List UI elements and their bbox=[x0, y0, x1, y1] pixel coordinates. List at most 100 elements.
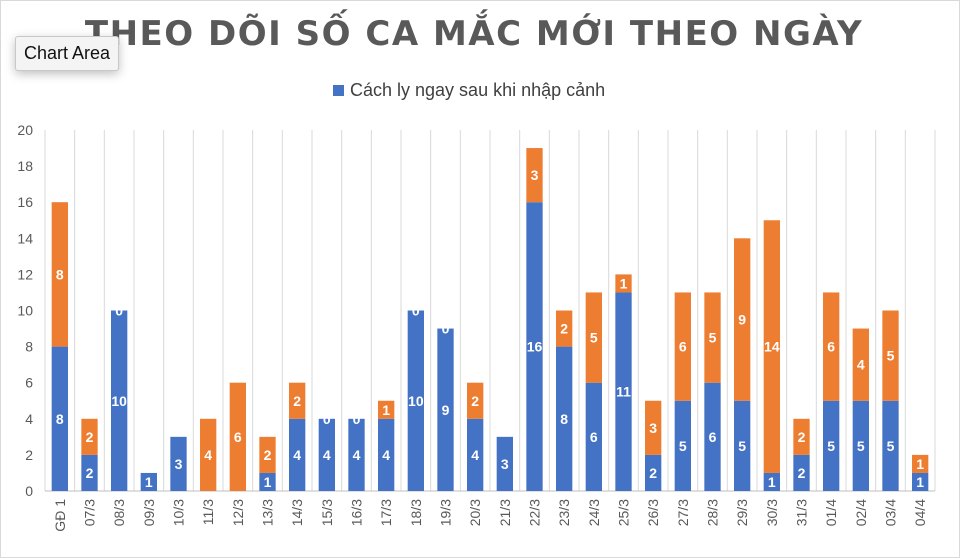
y-tick-label: 2 bbox=[25, 447, 33, 463]
data-label-series-2: 2 bbox=[471, 393, 479, 409]
bar-series-1 bbox=[823, 400, 840, 491]
bar-series-1 bbox=[763, 472, 780, 491]
x-tick-label: 30/3 bbox=[764, 499, 780, 526]
bar-series-1 bbox=[378, 418, 395, 491]
bar-series-2 bbox=[81, 418, 98, 455]
data-label-series-1: 1 bbox=[264, 474, 272, 490]
y-tick-label: 4 bbox=[25, 411, 33, 427]
bar-series-2 bbox=[823, 292, 840, 401]
bar-series-2 bbox=[467, 382, 484, 419]
data-label-series-2: 2 bbox=[86, 429, 94, 445]
bar-series-1 bbox=[170, 436, 187, 491]
data-label-series-1: 4 bbox=[293, 447, 301, 463]
y-tick-label: 14 bbox=[17, 230, 33, 246]
data-label-series-1: 5 bbox=[679, 438, 687, 454]
bar-series-2 bbox=[526, 148, 543, 203]
bar-series-2 bbox=[200, 418, 217, 491]
bar-series-2 bbox=[674, 292, 691, 401]
x-tick-label: 12/3 bbox=[230, 499, 246, 526]
data-label-series-1: 1 bbox=[916, 474, 924, 490]
data-label-series-2: 2 bbox=[293, 393, 301, 409]
x-tick-label: 09/3 bbox=[141, 499, 157, 526]
bar-series-2 bbox=[852, 328, 869, 401]
data-label-series-2: 0 bbox=[323, 411, 331, 427]
data-label-series-2: 0 bbox=[442, 321, 450, 337]
chart-area-tooltip: Chart Area bbox=[15, 36, 120, 71]
x-tick-label: 02/4 bbox=[853, 499, 869, 526]
data-label-series-2: 5 bbox=[709, 330, 717, 346]
x-tick-label: 04/4 bbox=[912, 499, 928, 526]
x-tick-label: 21/3 bbox=[497, 499, 513, 526]
data-label-series-2: 0 bbox=[412, 303, 420, 319]
x-tick-label: 13/3 bbox=[260, 499, 276, 526]
x-tick-label: 07/3 bbox=[82, 499, 98, 526]
bar-series-1 bbox=[318, 418, 335, 491]
data-label-series-2: 14 bbox=[764, 339, 780, 355]
bar-series-1 bbox=[437, 328, 454, 491]
data-label-series-2: 1 bbox=[916, 456, 924, 472]
bar-series-1 bbox=[793, 454, 810, 491]
y-tick-label: 10 bbox=[17, 303, 33, 319]
x-tick-label: 18/3 bbox=[408, 499, 424, 526]
data-label-series-1: 5 bbox=[827, 438, 835, 454]
x-tick-label: 17/3 bbox=[378, 499, 394, 526]
data-label-series-2: 4 bbox=[857, 357, 865, 373]
data-label-series-2: 2 bbox=[798, 429, 806, 445]
bar-series-2 bbox=[615, 274, 632, 293]
bar-series-2 bbox=[763, 220, 780, 473]
bar-series-1 bbox=[526, 202, 543, 491]
legend-swatch-series-1 bbox=[333, 84, 344, 96]
data-label-series-2: 1 bbox=[620, 275, 628, 291]
x-tick-label: 28/3 bbox=[705, 499, 721, 526]
bar-series-1 bbox=[496, 436, 513, 491]
bar-series-1 bbox=[467, 418, 484, 491]
bar-series-2 bbox=[556, 310, 573, 347]
x-tick-label: 10/3 bbox=[171, 499, 187, 526]
x-tick-label: 14/3 bbox=[289, 499, 305, 526]
data-label-series-2: 5 bbox=[590, 330, 598, 346]
bar-series-1 bbox=[81, 454, 98, 491]
bar-series-2 bbox=[259, 436, 276, 473]
data-label-series-1: 5 bbox=[887, 438, 895, 454]
x-tick-label: 29/3 bbox=[734, 499, 750, 526]
bar-series-2 bbox=[912, 454, 929, 473]
bar-series-2 bbox=[585, 292, 602, 383]
data-label-series-2: 8 bbox=[56, 266, 64, 282]
bar-series-2 bbox=[289, 382, 306, 419]
data-label-series-2: 0 bbox=[115, 303, 123, 319]
bar-series-1 bbox=[674, 400, 691, 491]
bar-series-1 bbox=[645, 454, 662, 491]
x-tick-label: 16/3 bbox=[349, 499, 365, 526]
chart-title: THEO DÕI SỐ CA MẮC MỚI THEO NGÀY bbox=[84, 14, 864, 54]
bar-series-1 bbox=[734, 400, 751, 491]
y-tick-label: 0 bbox=[25, 483, 33, 499]
x-tick-label: 31/3 bbox=[794, 499, 810, 526]
x-tick-label: 23/3 bbox=[556, 499, 572, 526]
data-label-series-2: 4 bbox=[204, 447, 212, 463]
y-tick-label: 16 bbox=[17, 194, 33, 210]
x-tick-label: GĐ 1 bbox=[52, 499, 68, 532]
bar-series-2 bbox=[734, 238, 751, 401]
bar-series-2 bbox=[645, 400, 662, 455]
data-label-series-1: 3 bbox=[501, 456, 509, 472]
data-label-series-1: 9 bbox=[442, 402, 450, 418]
bar-series-1 bbox=[882, 400, 899, 491]
data-label-series-1: 1 bbox=[768, 474, 776, 490]
bar-series-1 bbox=[51, 346, 68, 491]
data-label-series-1: 5 bbox=[857, 438, 865, 454]
data-label-series-2: 0 bbox=[353, 411, 361, 427]
y-tick-label: 8 bbox=[25, 339, 33, 355]
data-label-series-1: 8 bbox=[560, 411, 568, 427]
bar-series-1 bbox=[111, 310, 128, 491]
x-tick-label: 01/4 bbox=[823, 499, 839, 526]
data-label-series-2: 2 bbox=[264, 447, 272, 463]
y-tick-label: 12 bbox=[17, 266, 33, 282]
y-tick-label: 6 bbox=[25, 375, 33, 391]
y-tick-label: 20 bbox=[17, 122, 33, 138]
bar-series-1 bbox=[289, 418, 306, 491]
data-label-series-1: 2 bbox=[649, 465, 657, 481]
data-label-series-2: 6 bbox=[827, 339, 835, 355]
bar-series-2 bbox=[378, 400, 395, 419]
bar-series-2 bbox=[793, 418, 810, 455]
